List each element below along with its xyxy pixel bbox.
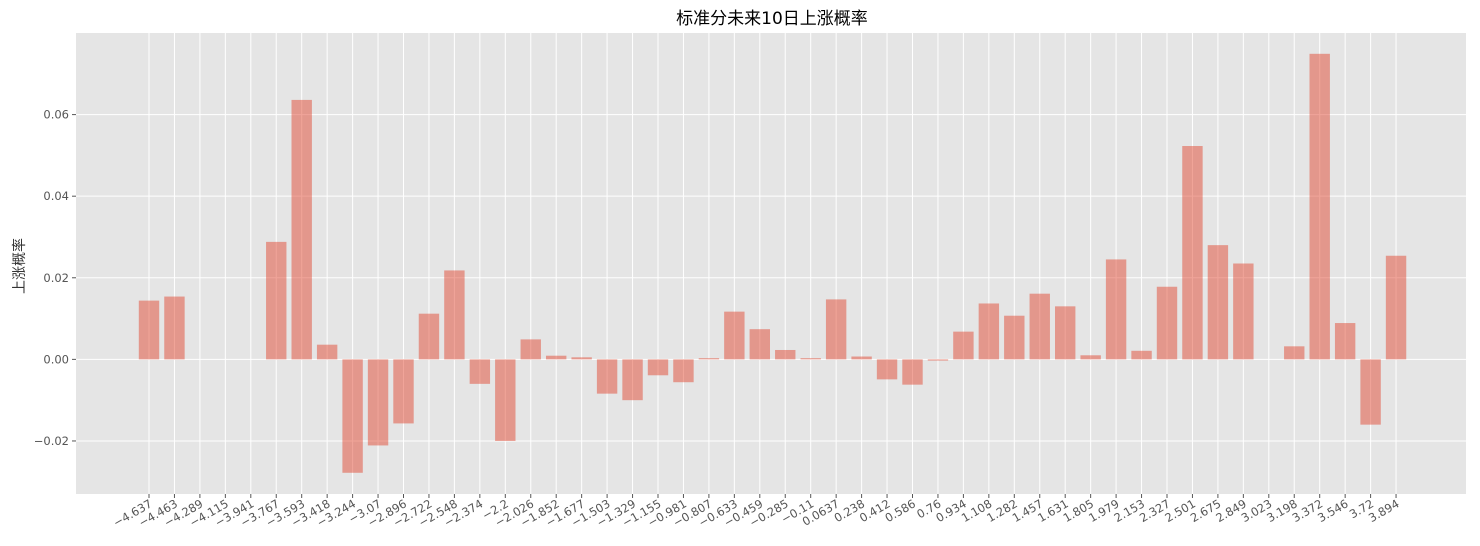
bar-28 — [851, 356, 872, 360]
bar-48 — [1360, 359, 1381, 425]
bar-17 — [571, 357, 592, 360]
bar-15 — [520, 339, 541, 360]
bar-8 — [342, 359, 363, 473]
y-tick-label: −0.02 — [34, 434, 69, 448]
bar-0 — [138, 300, 160, 360]
bar-34 — [1004, 315, 1025, 360]
bar-39 — [1131, 350, 1152, 360]
y-axis-label: 上涨概率 — [11, 238, 28, 294]
bar-18 — [596, 359, 618, 394]
bar-46 — [1309, 53, 1330, 360]
bar-30 — [902, 359, 923, 385]
bar-37 — [1080, 355, 1101, 360]
bar-12 — [444, 270, 465, 360]
bar-35 — [1029, 293, 1050, 360]
bar-27 — [825, 299, 847, 360]
bar-5 — [266, 241, 287, 360]
bar-7 — [316, 344, 338, 360]
bar-33 — [978, 303, 1000, 360]
bar-36 — [1055, 306, 1076, 360]
y-tick-label: 0.00 — [43, 352, 69, 366]
bar-21 — [673, 359, 694, 383]
bar-19 — [622, 359, 643, 401]
chart-title: 标准分未来10日上涨概率 — [676, 9, 868, 29]
bar-6 — [291, 99, 312, 360]
bar-38 — [1105, 259, 1127, 360]
bar-31 — [927, 359, 949, 361]
bar-32 — [953, 331, 974, 360]
bar-47 — [1334, 323, 1356, 360]
bar-23 — [724, 311, 745, 360]
bars — [138, 53, 1407, 473]
bar-41 — [1182, 146, 1203, 360]
bar-11 — [418, 313, 440, 360]
bar-40 — [1156, 286, 1178, 360]
y-tick-label: 0.02 — [43, 271, 69, 285]
bar-42 — [1207, 245, 1229, 360]
bar-25 — [775, 349, 796, 360]
y-axis-ticks: −0.02 0.00 0.02 0.04 0.06 — [34, 108, 76, 448]
bar-22 — [698, 358, 720, 360]
y-tick-label: 0.06 — [43, 108, 69, 122]
bar-13 — [469, 359, 491, 384]
bar-24 — [749, 329, 770, 360]
bar-45 — [1284, 346, 1305, 360]
bar-43 — [1233, 263, 1254, 360]
bar-1 — [164, 296, 185, 360]
bar-29 — [876, 359, 898, 380]
bar-9 — [367, 359, 389, 446]
y-tick-label: 0.04 — [43, 189, 69, 203]
bar-26 — [800, 358, 821, 360]
bar-14 — [495, 359, 516, 441]
bar-10 — [393, 359, 414, 424]
bar-49 — [1385, 255, 1407, 360]
bar-16 — [546, 355, 567, 360]
x-axis-ticks: −4.637−4.463−4.289−4.115−3.941−3.767−3.5… — [111, 494, 1402, 530]
bar-20 — [647, 359, 669, 376]
